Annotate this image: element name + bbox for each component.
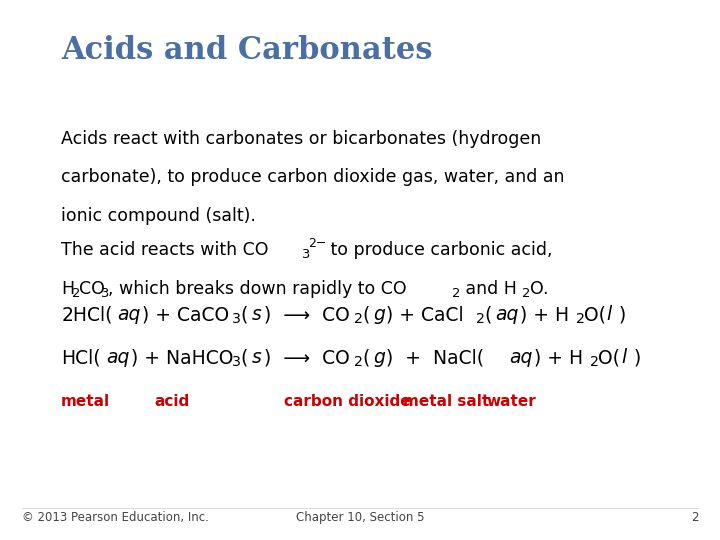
Text: aq: aq xyxy=(509,348,533,367)
Text: l: l xyxy=(621,348,626,367)
Text: (: ( xyxy=(362,348,369,367)
Text: (: ( xyxy=(240,348,248,367)
Text: Acids and Carbonates: Acids and Carbonates xyxy=(61,35,433,66)
Text: aq: aq xyxy=(107,348,130,367)
Text: 2: 2 xyxy=(354,312,363,326)
Text: and H: and H xyxy=(459,280,516,298)
Text: 2: 2 xyxy=(691,511,698,524)
Text: aq: aq xyxy=(495,305,518,324)
Text: metal: metal xyxy=(61,394,110,409)
Text: 2−: 2− xyxy=(309,237,327,249)
Text: 2: 2 xyxy=(452,287,460,300)
Text: The acid reacts with CO: The acid reacts with CO xyxy=(61,241,269,259)
Text: )  ⟶  CO: ) ⟶ CO xyxy=(264,348,349,367)
Text: carbonate), to produce carbon dioxide gas, water, and an: carbonate), to produce carbon dioxide ga… xyxy=(61,168,564,186)
Text: metal salt: metal salt xyxy=(403,394,490,409)
Text: 3: 3 xyxy=(232,355,240,369)
Text: © 2013 Pearson Education, Inc.: © 2013 Pearson Education, Inc. xyxy=(22,511,209,524)
Text: l: l xyxy=(607,305,612,324)
Text: (: ( xyxy=(484,305,491,324)
Text: 2: 2 xyxy=(71,287,80,300)
Text: ) + H: ) + H xyxy=(520,305,569,324)
Text: ) + H: ) + H xyxy=(534,348,582,367)
Text: )  +  NaCl(: ) + NaCl( xyxy=(386,348,484,367)
Text: s: s xyxy=(251,305,261,324)
Text: aq: aq xyxy=(117,305,141,324)
Text: Acids react with carbonates or bicarbonates (hydrogen: Acids react with carbonates or bicarbona… xyxy=(61,130,541,147)
Text: 2: 2 xyxy=(590,355,599,369)
Text: 2: 2 xyxy=(522,287,531,300)
Text: CO: CO xyxy=(79,280,105,298)
Text: water: water xyxy=(486,394,536,409)
Text: 2: 2 xyxy=(576,312,585,326)
Text: ) + CaCO: ) + CaCO xyxy=(142,305,229,324)
Text: 2HCl(: 2HCl( xyxy=(61,305,113,324)
Text: to produce carbonic acid,: to produce carbonic acid, xyxy=(325,241,552,259)
Text: ) + NaHCO: ) + NaHCO xyxy=(130,348,233,367)
Text: 3: 3 xyxy=(232,312,240,326)
Text: , which breaks down rapidly to CO: , which breaks down rapidly to CO xyxy=(108,280,407,298)
Text: carbon dioxide: carbon dioxide xyxy=(284,394,411,409)
Text: g: g xyxy=(374,348,385,367)
Text: (: ( xyxy=(240,305,248,324)
Text: O(: O( xyxy=(598,348,621,367)
Text: ): ) xyxy=(619,305,626,324)
Text: g: g xyxy=(374,305,385,324)
Text: acid: acid xyxy=(155,394,190,409)
Text: ) + CaCl: ) + CaCl xyxy=(386,305,463,324)
Text: O.: O. xyxy=(530,280,549,298)
Text: 3: 3 xyxy=(100,287,109,300)
Text: 3: 3 xyxy=(301,248,309,261)
Text: ionic compound (salt).: ionic compound (salt). xyxy=(61,207,256,225)
Text: ): ) xyxy=(633,348,640,367)
Text: O(: O( xyxy=(585,305,606,324)
Text: (: ( xyxy=(362,305,369,324)
Text: )  ⟶  CO: ) ⟶ CO xyxy=(264,305,349,324)
Text: Chapter 10, Section 5: Chapter 10, Section 5 xyxy=(296,511,424,524)
Text: s: s xyxy=(251,348,261,367)
Text: 2: 2 xyxy=(476,312,485,326)
Text: HCl(: HCl( xyxy=(61,348,101,367)
Text: 2: 2 xyxy=(354,355,363,369)
Text: H: H xyxy=(61,280,74,298)
